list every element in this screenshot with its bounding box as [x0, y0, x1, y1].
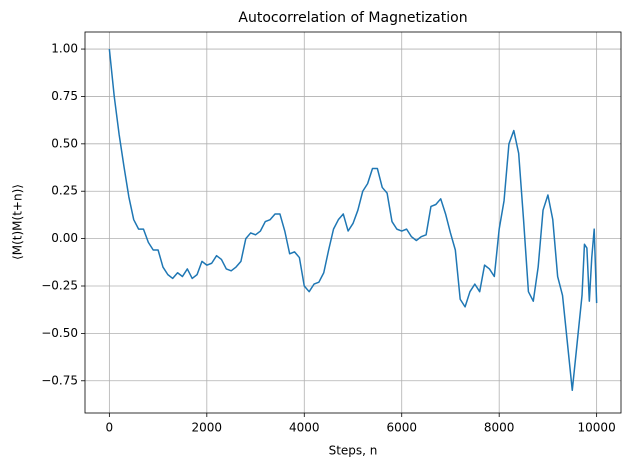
chart-title: Autocorrelation of Magnetization	[238, 10, 467, 26]
y-tick-label: −0.25	[41, 279, 78, 293]
y-tick-label: −0.75	[41, 373, 78, 387]
y-tick-label: 0.50	[51, 136, 78, 150]
data-line	[108, 48, 598, 391]
y-tick-label: 0.00	[51, 231, 78, 245]
x-axis-label: Steps, n	[329, 444, 378, 458]
y-tick-label: 0.25	[51, 184, 78, 198]
x-tick-label: 2000	[192, 421, 223, 435]
y-tick-label: −0.50	[41, 326, 78, 340]
y-tick-label: 1.00	[51, 42, 78, 56]
y-tick-label: 0.75	[51, 89, 78, 103]
x-tick-label: 10000	[578, 421, 616, 435]
x-tick-label: 8000	[484, 421, 515, 435]
x-tick-label: 4000	[289, 421, 320, 435]
y-axis-label: ⟨M(t)M(t+n)⟩	[11, 184, 25, 260]
x-tick-label: 6000	[386, 421, 417, 435]
plot-frame	[84, 31, 622, 414]
x-tick-label: 0	[106, 421, 114, 435]
